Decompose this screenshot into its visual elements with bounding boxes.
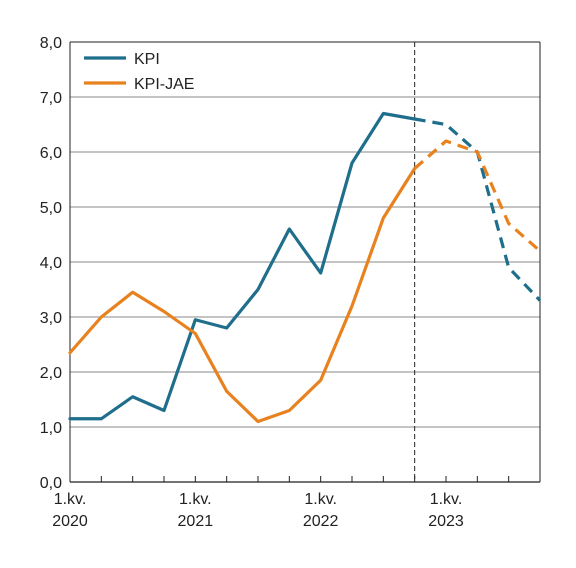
gridlines	[70, 41, 540, 428]
y-tick-label: 4,0	[40, 255, 62, 272]
x-tick-label: 1.kv.	[430, 491, 463, 508]
y-tick-label: 0,0	[40, 475, 62, 492]
series-line-kpi-forecast	[414, 117, 542, 302]
x-tick-label: 1.kv.	[179, 491, 212, 508]
x-axis-tick-labels: 1.kv. 2020 1.kv. 2021 1.kv. 2022 1.kv. 2023	[52, 491, 464, 530]
x-tick-label: 1.kv.	[304, 491, 337, 508]
series-line-kpi-actual	[68, 111, 417, 421]
y-axis-tick-labels: 0,0 1,0 2,0 3,0 4,0 5,0 6,0 7,0 8,0	[40, 35, 62, 492]
x-tick-label: 1.kv.	[54, 491, 87, 508]
y-tick-label: 3,0	[40, 310, 62, 327]
x-tick-label-year: 2023	[428, 513, 464, 530]
x-tick-label-year: 2021	[178, 513, 214, 530]
legend-label-kpi-jae: KPI-JAE	[134, 76, 194, 93]
y-tick-label: 6,0	[40, 145, 62, 162]
y-tick-label: 7,0	[40, 90, 62, 107]
series-line-kpi-jae-forecast	[413, 139, 542, 253]
axes	[69, 41, 541, 483]
y-tick-label: 2,0	[40, 365, 62, 382]
y-tick-label: 1,0	[40, 420, 62, 437]
legend: KPI KPI-JAE	[84, 51, 194, 93]
legend-label-kpi: KPI	[134, 51, 160, 68]
series-line-kpi-jae-actual	[68, 166, 417, 424]
series-lines	[68, 111, 542, 424]
y-tick-label: 5,0	[40, 200, 62, 217]
x-tick-label-year: 2020	[52, 513, 88, 530]
x-tick-label-year: 2022	[303, 513, 339, 530]
y-tick-label: 8,0	[40, 35, 62, 52]
